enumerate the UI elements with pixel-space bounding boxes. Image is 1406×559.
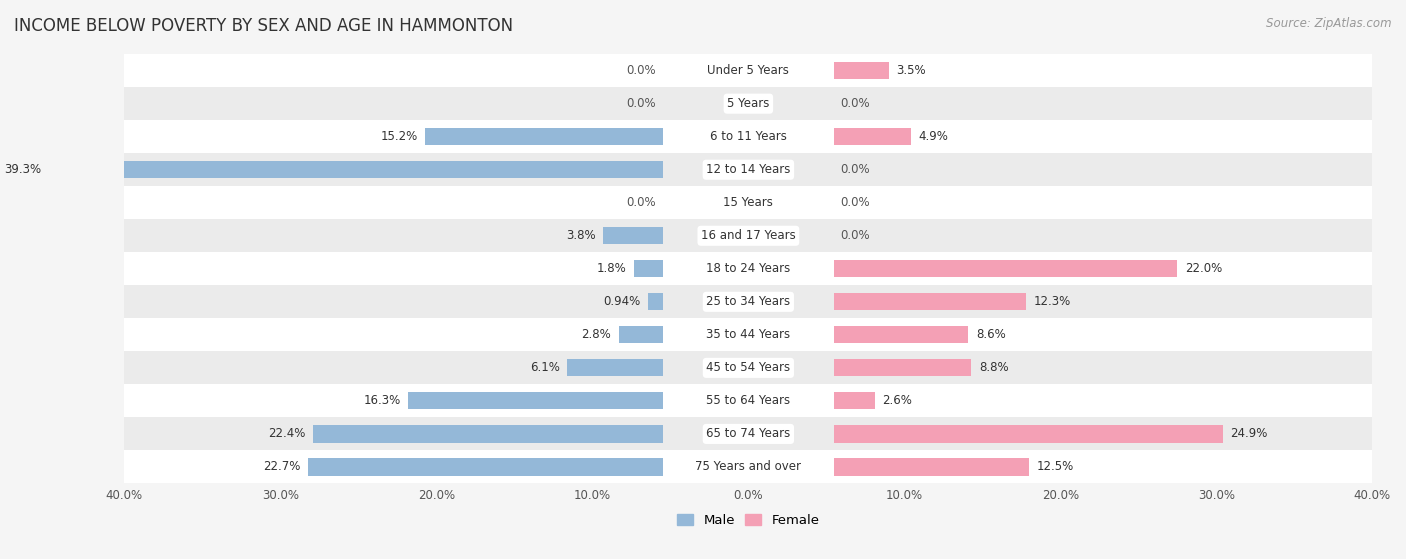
Text: 5 Years: 5 Years (727, 97, 769, 110)
Text: 6 to 11 Years: 6 to 11 Years (710, 130, 787, 143)
Text: 0.0%: 0.0% (627, 64, 657, 77)
Text: 35 to 44 Years: 35 to 44 Years (706, 328, 790, 342)
Text: 3.8%: 3.8% (565, 229, 596, 242)
Bar (124, 318, 1372, 352)
Bar (124, 252, 1372, 285)
Bar (834, 326, 969, 343)
Bar (49, 161, 662, 178)
Text: 18 to 24 Years: 18 to 24 Years (706, 262, 790, 275)
Text: 12 to 14 Years: 12 to 14 Years (706, 163, 790, 176)
Text: 6.1%: 6.1% (530, 361, 560, 375)
Text: 12.3%: 12.3% (1033, 295, 1071, 309)
Text: 0.0%: 0.0% (841, 163, 870, 176)
Bar (834, 293, 1026, 310)
Legend: Male, Female: Male, Female (672, 509, 825, 533)
Text: Source: ZipAtlas.com: Source: ZipAtlas.com (1267, 17, 1392, 30)
Text: 65 to 74 Years: 65 to 74 Years (706, 428, 790, 440)
Text: 0.0%: 0.0% (841, 229, 870, 242)
Text: 8.6%: 8.6% (976, 328, 1005, 342)
Text: 22.7%: 22.7% (263, 461, 301, 473)
Bar (124, 219, 1372, 252)
Text: 12.5%: 12.5% (1038, 461, 1074, 473)
Text: 22.4%: 22.4% (269, 428, 305, 440)
Text: 8.8%: 8.8% (979, 361, 1010, 375)
Bar (834, 359, 972, 376)
Bar (124, 153, 1372, 186)
Bar (408, 392, 662, 410)
Bar (124, 385, 1372, 418)
Bar (124, 285, 1372, 318)
Bar (124, 451, 1372, 484)
Text: 2.6%: 2.6% (883, 395, 912, 408)
Text: 75 Years and over: 75 Years and over (696, 461, 801, 473)
Text: 3.5%: 3.5% (897, 64, 927, 77)
Bar (124, 186, 1372, 219)
Bar (124, 120, 1372, 153)
Text: 2.8%: 2.8% (581, 328, 612, 342)
Text: 0.0%: 0.0% (627, 97, 657, 110)
Bar (834, 260, 1177, 277)
Bar (308, 458, 662, 476)
Bar (124, 418, 1372, 451)
Text: INCOME BELOW POVERTY BY SEX AND AGE IN HAMMONTON: INCOME BELOW POVERTY BY SEX AND AGE IN H… (14, 17, 513, 35)
Bar (834, 128, 911, 145)
Bar (568, 359, 662, 376)
Text: 4.9%: 4.9% (918, 130, 948, 143)
Text: 0.94%: 0.94% (603, 295, 640, 309)
Text: 0.0%: 0.0% (841, 196, 870, 209)
Bar (648, 293, 662, 310)
Text: 1.8%: 1.8% (598, 262, 627, 275)
Bar (314, 425, 662, 443)
Bar (834, 458, 1029, 476)
Bar (834, 62, 889, 79)
Bar (426, 128, 662, 145)
Bar (124, 352, 1372, 385)
Bar (603, 227, 662, 244)
Text: 39.3%: 39.3% (4, 163, 42, 176)
Text: Under 5 Years: Under 5 Years (707, 64, 789, 77)
Text: 45 to 54 Years: 45 to 54 Years (706, 361, 790, 375)
Bar (619, 326, 662, 343)
Text: 24.9%: 24.9% (1230, 428, 1268, 440)
Bar (834, 425, 1223, 443)
Bar (834, 392, 875, 410)
Text: 15 Years: 15 Years (724, 196, 773, 209)
Bar (124, 54, 1372, 87)
Text: 15.2%: 15.2% (381, 130, 418, 143)
Text: 22.0%: 22.0% (1185, 262, 1222, 275)
Text: 0.0%: 0.0% (627, 196, 657, 209)
Text: 0.0%: 0.0% (841, 97, 870, 110)
Text: 25 to 34 Years: 25 to 34 Years (706, 295, 790, 309)
Bar (124, 87, 1372, 120)
Text: 55 to 64 Years: 55 to 64 Years (706, 395, 790, 408)
Text: 16.3%: 16.3% (363, 395, 401, 408)
Bar (634, 260, 662, 277)
Text: 16 and 17 Years: 16 and 17 Years (702, 229, 796, 242)
